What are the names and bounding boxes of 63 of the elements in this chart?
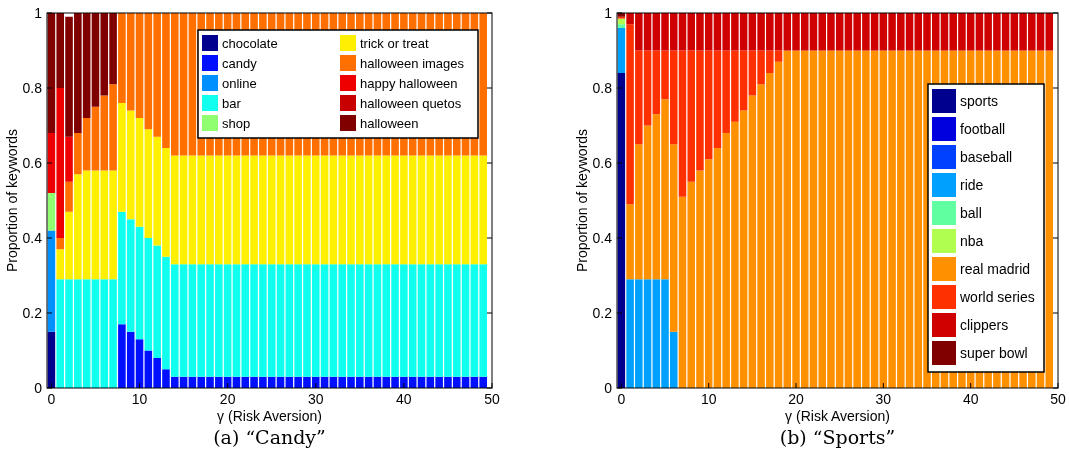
text: (a) “Candy” xyxy=(213,426,326,448)
y-tick-label: 0 xyxy=(604,379,613,396)
x-tick-label: 0 xyxy=(617,391,626,407)
x-tick-label: 50 xyxy=(484,391,500,407)
legend-label: happy halloween xyxy=(360,75,458,91)
legend-label: ride xyxy=(960,176,984,193)
legend-label: ball xyxy=(960,204,982,221)
legend-label: shop xyxy=(222,115,251,131)
legend-label: real madrid xyxy=(960,260,1031,277)
text: (b) “Sports” xyxy=(779,426,896,448)
y-tick-label: 0.8 xyxy=(592,79,613,96)
legend-label: baseball xyxy=(960,148,1013,165)
y-tick-label: 0.4 xyxy=(592,229,613,246)
x-tick-label: 20 xyxy=(219,391,236,407)
legend-label: online xyxy=(222,75,257,91)
legend-label: bar xyxy=(222,95,242,111)
legend-label: halloween xyxy=(360,115,419,131)
x-axis-title: γ (Risk Aversion) xyxy=(217,408,322,424)
y-tick-label: 0.8 xyxy=(22,79,43,96)
bar xyxy=(617,24,626,28)
bar xyxy=(617,73,626,388)
x-tick-label: 30 xyxy=(875,391,892,407)
x-tick-label: 10 xyxy=(131,391,148,407)
bar xyxy=(417,264,426,377)
legend-label: world series xyxy=(959,288,1035,305)
y-tick-label: 0.2 xyxy=(592,304,613,321)
x-tick-label: 30 xyxy=(307,391,324,407)
bar xyxy=(276,155,285,265)
bar xyxy=(47,193,56,231)
legend-label: sports xyxy=(960,92,999,109)
legend-label: super bowl xyxy=(960,344,1028,361)
bar xyxy=(65,181,73,212)
y-tick-label: 0.2 xyxy=(22,304,43,321)
y-tick-label: 1 xyxy=(34,4,43,21)
x-tick-label: 10 xyxy=(700,391,717,407)
bar xyxy=(417,155,426,265)
y-tick-label: 0.6 xyxy=(22,154,43,171)
bar xyxy=(56,238,65,250)
legend-label: clippers xyxy=(960,316,1009,333)
x-tick-label: 40 xyxy=(962,391,979,407)
y-axis-title: Proportion of keywords xyxy=(574,128,590,273)
legend-label: chocolate xyxy=(222,35,278,51)
x-axis-title: γ (Risk Aversion) xyxy=(785,408,890,424)
legend-label: halloween images xyxy=(360,55,465,71)
x-tick-label: 20 xyxy=(788,391,805,407)
legend-label: nba xyxy=(960,232,984,249)
x-tick-label: 50 xyxy=(1050,391,1066,407)
y-tick-label: 0.4 xyxy=(22,229,43,246)
x-tick-label: 0 xyxy=(47,391,56,407)
bar xyxy=(1045,50,1054,388)
y-tick-label: 0.6 xyxy=(592,154,613,171)
bar xyxy=(617,28,626,73)
y-tick-label: 0 xyxy=(34,379,43,396)
legend-label: halloween quetos xyxy=(360,95,462,111)
bar xyxy=(1045,13,1054,51)
y-axis-title: Proportion of keywords xyxy=(4,128,20,273)
legend-label: football xyxy=(960,120,1006,137)
y-tick-label: 1 xyxy=(604,4,613,21)
legend-label: candy xyxy=(222,55,258,71)
legend-label: trick or treat xyxy=(360,35,430,51)
bar xyxy=(276,264,285,377)
x-tick-label: 40 xyxy=(396,391,412,407)
bar xyxy=(47,230,56,332)
